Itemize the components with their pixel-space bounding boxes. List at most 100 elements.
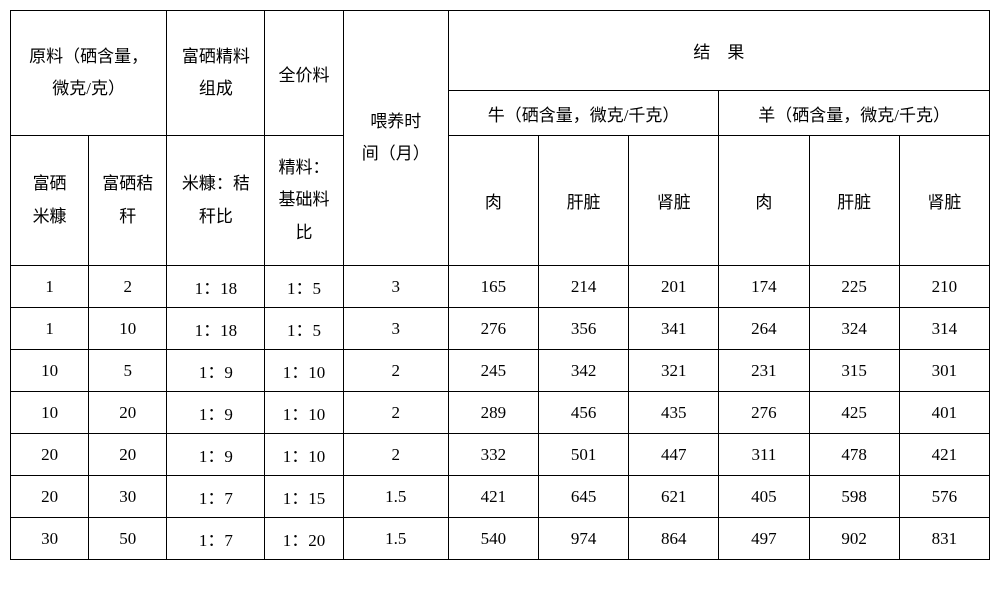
cell-sheep-meat: 497 <box>719 518 809 560</box>
cell-straw: 20 <box>89 392 167 434</box>
cell-cattle-kidney: 621 <box>629 476 719 518</box>
cell-cattle-kidney: 321 <box>629 350 719 392</box>
hdr-concentrate-comp: 富硒精料组成 <box>167 11 265 136</box>
cell-bran-straw: 1：7 <box>167 476 265 518</box>
cell-sheep-kidney: 401 <box>899 392 989 434</box>
cell-conc-base: 1：20 <box>265 518 343 560</box>
cell-bran-straw: 1：18 <box>167 308 265 350</box>
table-header: 原料（硒含量，微克/克） 富硒精料组成 全价料 喂养时间（月） 结 果 牛（硒含… <box>11 11 990 266</box>
cell-sheep-liver: 324 <box>809 308 899 350</box>
cell-conc-base: 1：5 <box>265 266 343 308</box>
selenium-data-table: 原料（硒含量，微克/克） 富硒精料组成 全价料 喂养时间（月） 结 果 牛（硒含… <box>10 10 990 560</box>
cell-conc-base: 1：5 <box>265 308 343 350</box>
cell-cattle-kidney: 435 <box>629 392 719 434</box>
cell-sheep-liver: 315 <box>809 350 899 392</box>
cell-cattle-meat: 289 <box>448 392 538 434</box>
cell-cattle-kidney: 341 <box>629 308 719 350</box>
cell-cattle-meat: 276 <box>448 308 538 350</box>
hdr-cattle-meat: 肉 <box>448 136 538 266</box>
hdr-bran-straw-ratio: 米糠：秸秆比 <box>167 136 265 266</box>
table-row: 1 10 1：18 1：5 3 276 356 341 264 324 314 <box>11 308 990 350</box>
hdr-rice-bran: 富硒米糠 <box>11 136 89 266</box>
hdr-sheep-liver: 肝脏 <box>809 136 899 266</box>
cell-cattle-kidney: 864 <box>629 518 719 560</box>
cell-straw: 50 <box>89 518 167 560</box>
cell-rice-bran: 30 <box>11 518 89 560</box>
hdr-sheep: 羊（硒含量，微克/千克） <box>719 91 990 136</box>
cell-sheep-liver: 598 <box>809 476 899 518</box>
hdr-cattle-liver: 肝脏 <box>538 136 628 266</box>
cell-conc-base: 1：10 <box>265 434 343 476</box>
hdr-cattle: 牛（硒含量，微克/千克） <box>448 91 719 136</box>
cell-cattle-liver: 974 <box>538 518 628 560</box>
cell-rice-bran: 10 <box>11 392 89 434</box>
hdr-sheep-meat: 肉 <box>719 136 809 266</box>
cell-conc-base: 1：10 <box>265 350 343 392</box>
cell-cattle-liver: 214 <box>538 266 628 308</box>
hdr-sheep-kidney: 肾脏 <box>899 136 989 266</box>
cell-sheep-kidney: 421 <box>899 434 989 476</box>
hdr-full-price: 全价料 <box>265 11 343 136</box>
hdr-conc-base-ratio: 精料：基础料比 <box>265 136 343 266</box>
cell-rice-bran: 1 <box>11 308 89 350</box>
cell-cattle-meat: 421 <box>448 476 538 518</box>
cell-bran-straw: 1：9 <box>167 392 265 434</box>
cell-sheep-meat: 264 <box>719 308 809 350</box>
hdr-result: 结 果 <box>448 11 989 91</box>
cell-time: 1.5 <box>343 518 448 560</box>
cell-cattle-liver: 645 <box>538 476 628 518</box>
cell-time: 3 <box>343 308 448 350</box>
cell-sheep-meat: 405 <box>719 476 809 518</box>
cell-sheep-kidney: 301 <box>899 350 989 392</box>
cell-rice-bran: 10 <box>11 350 89 392</box>
cell-bran-straw: 1：18 <box>167 266 265 308</box>
table-row: 1 2 1：18 1：5 3 165 214 201 174 225 210 <box>11 266 990 308</box>
cell-sheep-meat: 174 <box>719 266 809 308</box>
table-row: 10 5 1：9 1：10 2 245 342 321 231 315 301 <box>11 350 990 392</box>
hdr-raw-material: 原料（硒含量，微克/克） <box>11 11 167 136</box>
hdr-feeding-time: 喂养时间（月） <box>343 11 448 266</box>
cell-time: 3 <box>343 266 448 308</box>
cell-time: 2 <box>343 434 448 476</box>
cell-conc-base: 1：15 <box>265 476 343 518</box>
cell-sheep-kidney: 576 <box>899 476 989 518</box>
cell-straw: 20 <box>89 434 167 476</box>
cell-cattle-meat: 332 <box>448 434 538 476</box>
cell-straw: 5 <box>89 350 167 392</box>
table-row: 10 20 1：9 1：10 2 289 456 435 276 425 401 <box>11 392 990 434</box>
cell-conc-base: 1：10 <box>265 392 343 434</box>
cell-cattle-liver: 501 <box>538 434 628 476</box>
cell-sheep-meat: 311 <box>719 434 809 476</box>
cell-cattle-kidney: 447 <box>629 434 719 476</box>
cell-sheep-liver: 225 <box>809 266 899 308</box>
table-body: 1 2 1：18 1：5 3 165 214 201 174 225 210 1… <box>11 266 990 560</box>
cell-cattle-liver: 356 <box>538 308 628 350</box>
cell-sheep-kidney: 831 <box>899 518 989 560</box>
cell-bran-straw: 1：9 <box>167 434 265 476</box>
cell-sheep-kidney: 314 <box>899 308 989 350</box>
cell-sheep-liver: 902 <box>809 518 899 560</box>
cell-time: 2 <box>343 392 448 434</box>
cell-sheep-kidney: 210 <box>899 266 989 308</box>
cell-cattle-kidney: 201 <box>629 266 719 308</box>
table-row: 20 20 1：9 1：10 2 332 501 447 311 478 421 <box>11 434 990 476</box>
cell-straw: 2 <box>89 266 167 308</box>
cell-cattle-liver: 342 <box>538 350 628 392</box>
cell-rice-bran: 20 <box>11 476 89 518</box>
cell-sheep-meat: 276 <box>719 392 809 434</box>
cell-bran-straw: 1：7 <box>167 518 265 560</box>
hdr-cattle-kidney: 肾脏 <box>629 136 719 266</box>
table-row: 20 30 1：7 1：15 1.5 421 645 621 405 598 5… <box>11 476 990 518</box>
cell-cattle-meat: 540 <box>448 518 538 560</box>
cell-cattle-meat: 245 <box>448 350 538 392</box>
table-row: 30 50 1：7 1：20 1.5 540 974 864 497 902 8… <box>11 518 990 560</box>
hdr-straw: 富硒秸秆 <box>89 136 167 266</box>
cell-bran-straw: 1：9 <box>167 350 265 392</box>
cell-time: 1.5 <box>343 476 448 518</box>
cell-rice-bran: 1 <box>11 266 89 308</box>
cell-cattle-meat: 165 <box>448 266 538 308</box>
cell-cattle-liver: 456 <box>538 392 628 434</box>
cell-rice-bran: 20 <box>11 434 89 476</box>
cell-time: 2 <box>343 350 448 392</box>
cell-sheep-liver: 478 <box>809 434 899 476</box>
